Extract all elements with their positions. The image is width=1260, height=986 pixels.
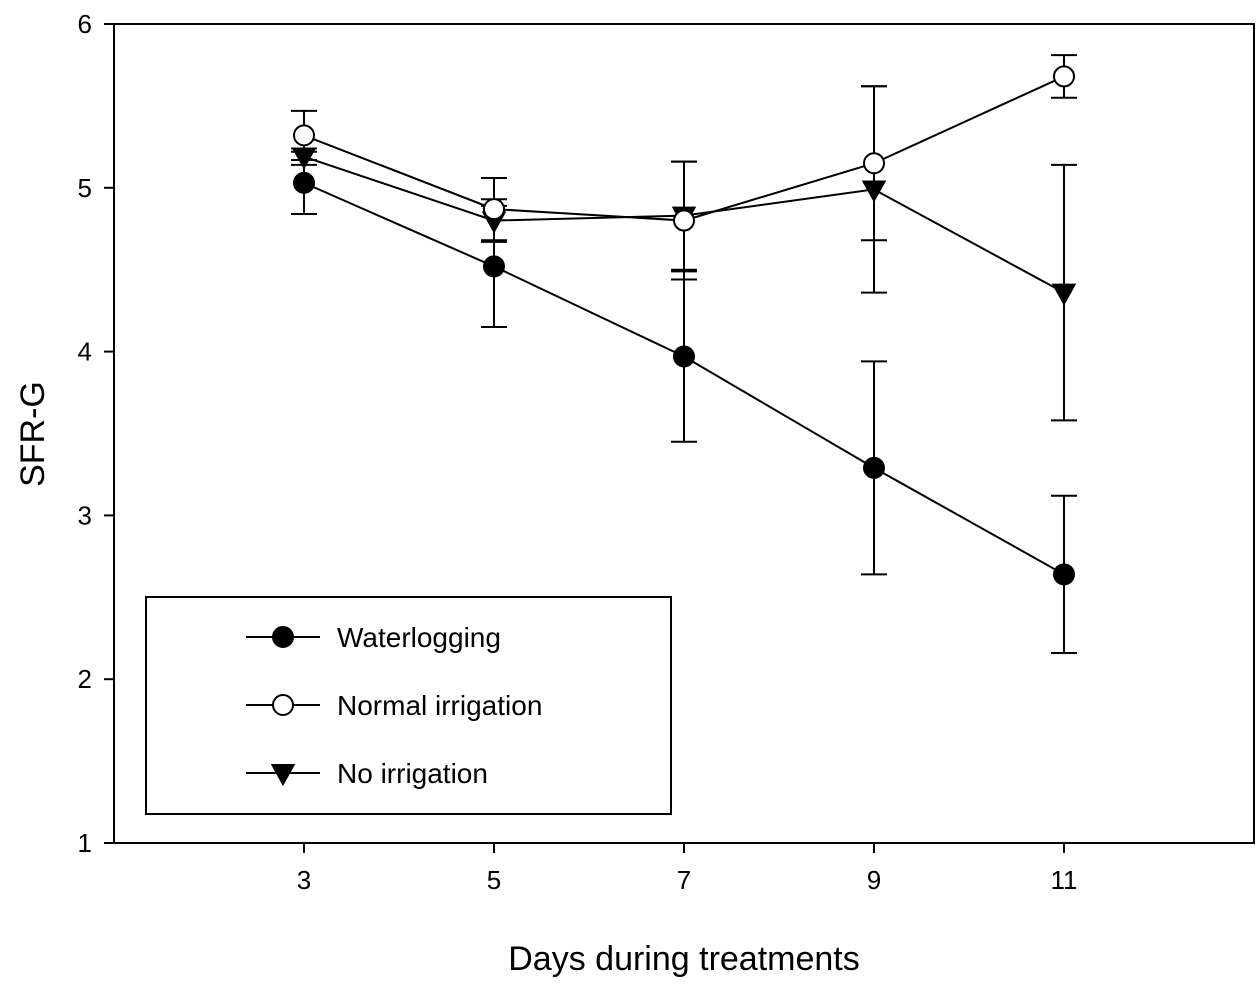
legend-marker [272,626,294,648]
y-tick-label: 1 [78,828,92,858]
x-axis: 3 5 7 9 11 [297,843,1078,895]
x-axis-title: Days during treatments [508,940,860,978]
y-tick-label: 4 [78,337,92,367]
y-axis: 1 2 3 4 5 6 [78,9,114,858]
x-tick-label: 9 [867,865,881,895]
y-tick-label: 5 [78,173,92,203]
legend-marker [270,764,296,787]
data-point [483,198,505,221]
y-axis-title: SFR-G [14,381,52,487]
series-waterlogging [291,150,1077,654]
data-point [863,456,885,479]
legend-entry: No irrigation [246,758,488,789]
legend-box [145,596,672,815]
legend-marker [272,694,294,716]
data-point [293,124,315,147]
series-normal-irrigation [291,54,1077,281]
y-tick-label: 2 [78,664,92,694]
data-point [673,209,695,232]
data-point [673,345,695,368]
data-point [1053,563,1075,586]
legend-entry: Waterlogging [246,622,501,653]
legend-label: Waterlogging [337,622,501,653]
data-point [1053,65,1075,88]
x-tick-label: 5 [487,865,501,895]
legend: Waterlogging Normal irrigation No irrigati… [145,596,672,815]
legend-label: No irrigation [337,758,488,789]
legend-entry: Normal irrigation [246,690,542,721]
data-point [483,255,505,278]
legend-label: Normal irrigation [337,690,542,721]
x-tick-label: 7 [677,865,691,895]
data-point [863,152,885,175]
x-tick-label: 11 [1051,865,1078,895]
y-tick-label: 6 [78,9,92,39]
series-layer [291,54,1077,654]
data-point [293,171,315,194]
x-tick-label: 3 [297,865,311,895]
y-tick-label: 3 [78,500,92,530]
data-point [1051,283,1077,306]
